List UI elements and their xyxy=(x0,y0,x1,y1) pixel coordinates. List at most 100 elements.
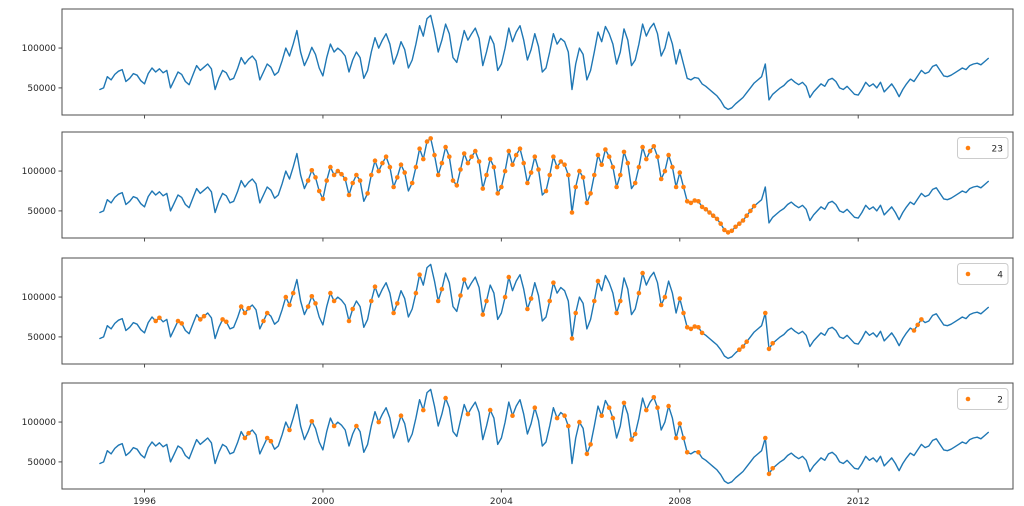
highlight-marker xyxy=(588,191,593,196)
highlight-marker xyxy=(313,175,318,180)
highlight-marker xyxy=(577,168,582,174)
highlight-marker xyxy=(461,277,467,282)
highlight-marker xyxy=(287,427,292,433)
highlight-marker xyxy=(487,156,493,162)
highlight-marker xyxy=(632,180,638,186)
highlight-marker xyxy=(309,419,315,424)
highlight-marker xyxy=(458,167,463,172)
series-line xyxy=(99,137,989,234)
highlight-marker xyxy=(439,286,445,292)
highlight-marker xyxy=(692,198,697,203)
highlight-marker xyxy=(513,152,519,158)
highlight-marker xyxy=(599,162,604,167)
highlight-marker xyxy=(350,306,356,312)
y-tick-label: 100000 xyxy=(22,293,57,303)
highlight-marker xyxy=(610,415,616,421)
highlight-marker xyxy=(547,172,552,178)
highlight-marker xyxy=(658,302,664,308)
highlight-marker xyxy=(238,304,244,309)
highlight-marker xyxy=(740,218,746,223)
highlight-marker xyxy=(395,301,400,306)
highlight-marker xyxy=(532,154,538,159)
highlight-marker xyxy=(763,435,768,441)
highlight-marker xyxy=(770,466,775,471)
highlight-marker xyxy=(710,213,716,218)
highlight-marker xyxy=(495,191,501,196)
highlight-marker xyxy=(510,413,515,419)
highlight-marker xyxy=(201,313,207,319)
highlight-marker xyxy=(614,310,619,316)
x-tick-label: 2012 xyxy=(847,497,870,506)
highlight-marker xyxy=(636,290,642,296)
highlight-marker xyxy=(651,144,657,149)
highlight-marker xyxy=(536,167,541,172)
highlight-marker xyxy=(413,290,419,296)
highlight-marker xyxy=(305,178,311,183)
highlight-marker xyxy=(595,152,601,158)
highlight-marker xyxy=(562,413,567,419)
highlight-marker xyxy=(610,164,616,170)
highlight-marker xyxy=(763,310,768,316)
highlight-marker xyxy=(603,147,608,152)
highlight-marker xyxy=(625,160,631,166)
legend-box xyxy=(957,388,1009,410)
highlight-marker xyxy=(391,310,396,316)
highlight-marker xyxy=(380,160,385,166)
highlight-marker xyxy=(450,178,456,183)
highlight-marker xyxy=(331,298,337,304)
highlight-marker xyxy=(543,188,549,194)
highlight-marker xyxy=(499,184,504,190)
highlight-marker xyxy=(398,413,404,419)
highlight-marker xyxy=(435,298,441,304)
highlight-marker xyxy=(421,156,426,162)
highlight-marker xyxy=(673,435,679,441)
highlight-marker xyxy=(707,210,712,215)
highlight-marker xyxy=(376,168,382,174)
highlight-marker xyxy=(376,419,382,425)
highlight-marker xyxy=(447,154,452,159)
legend-box xyxy=(957,137,1009,159)
highlight-marker xyxy=(491,164,497,170)
highlight-marker xyxy=(339,171,344,177)
highlight-marker xyxy=(372,284,378,290)
highlight-marker xyxy=(521,160,526,166)
highlight-marker xyxy=(751,203,757,209)
highlight-marker xyxy=(599,413,604,419)
highlight-marker xyxy=(517,146,523,151)
legend: 2 xyxy=(957,388,1009,410)
highlight-marker xyxy=(328,164,333,170)
highlight-marker xyxy=(480,186,486,191)
highlight-marker xyxy=(606,405,612,411)
axes-spine xyxy=(61,382,1014,490)
y-tick-label: 50000 xyxy=(27,333,56,343)
highlight-marker xyxy=(506,274,512,280)
highlight-marker xyxy=(402,170,408,175)
highlight-marker xyxy=(461,151,467,156)
highlight-marker xyxy=(588,442,593,447)
highlight-marker xyxy=(398,162,404,167)
highlight-marker xyxy=(658,176,664,182)
highlight-marker xyxy=(395,175,400,180)
highlight-marker xyxy=(476,159,482,164)
highlight-marker xyxy=(480,312,486,317)
highlight-marker xyxy=(688,326,694,332)
highlight-marker xyxy=(547,298,552,304)
legend: 23 xyxy=(957,137,1009,159)
highlight-marker xyxy=(157,315,162,321)
highlight-marker xyxy=(372,158,378,163)
highlight-marker xyxy=(153,318,158,324)
legend-marker-icon xyxy=(965,271,971,277)
highlight-marker xyxy=(290,290,296,296)
highlight-marker xyxy=(662,168,668,174)
highlight-marker xyxy=(696,325,701,330)
highlight-marker xyxy=(465,160,471,166)
subplot-cluster-2: 50000 100000 1996 2000 2004 2008 2012 2 xyxy=(22,382,1014,506)
axes-spine xyxy=(61,257,1014,365)
highlight-marker xyxy=(584,200,590,206)
highlight-marker xyxy=(636,164,642,170)
legend-label: 2 xyxy=(997,396,1003,406)
legend-marker-icon xyxy=(965,396,971,402)
highlight-marker xyxy=(328,290,333,296)
highlight-marker xyxy=(443,395,448,401)
